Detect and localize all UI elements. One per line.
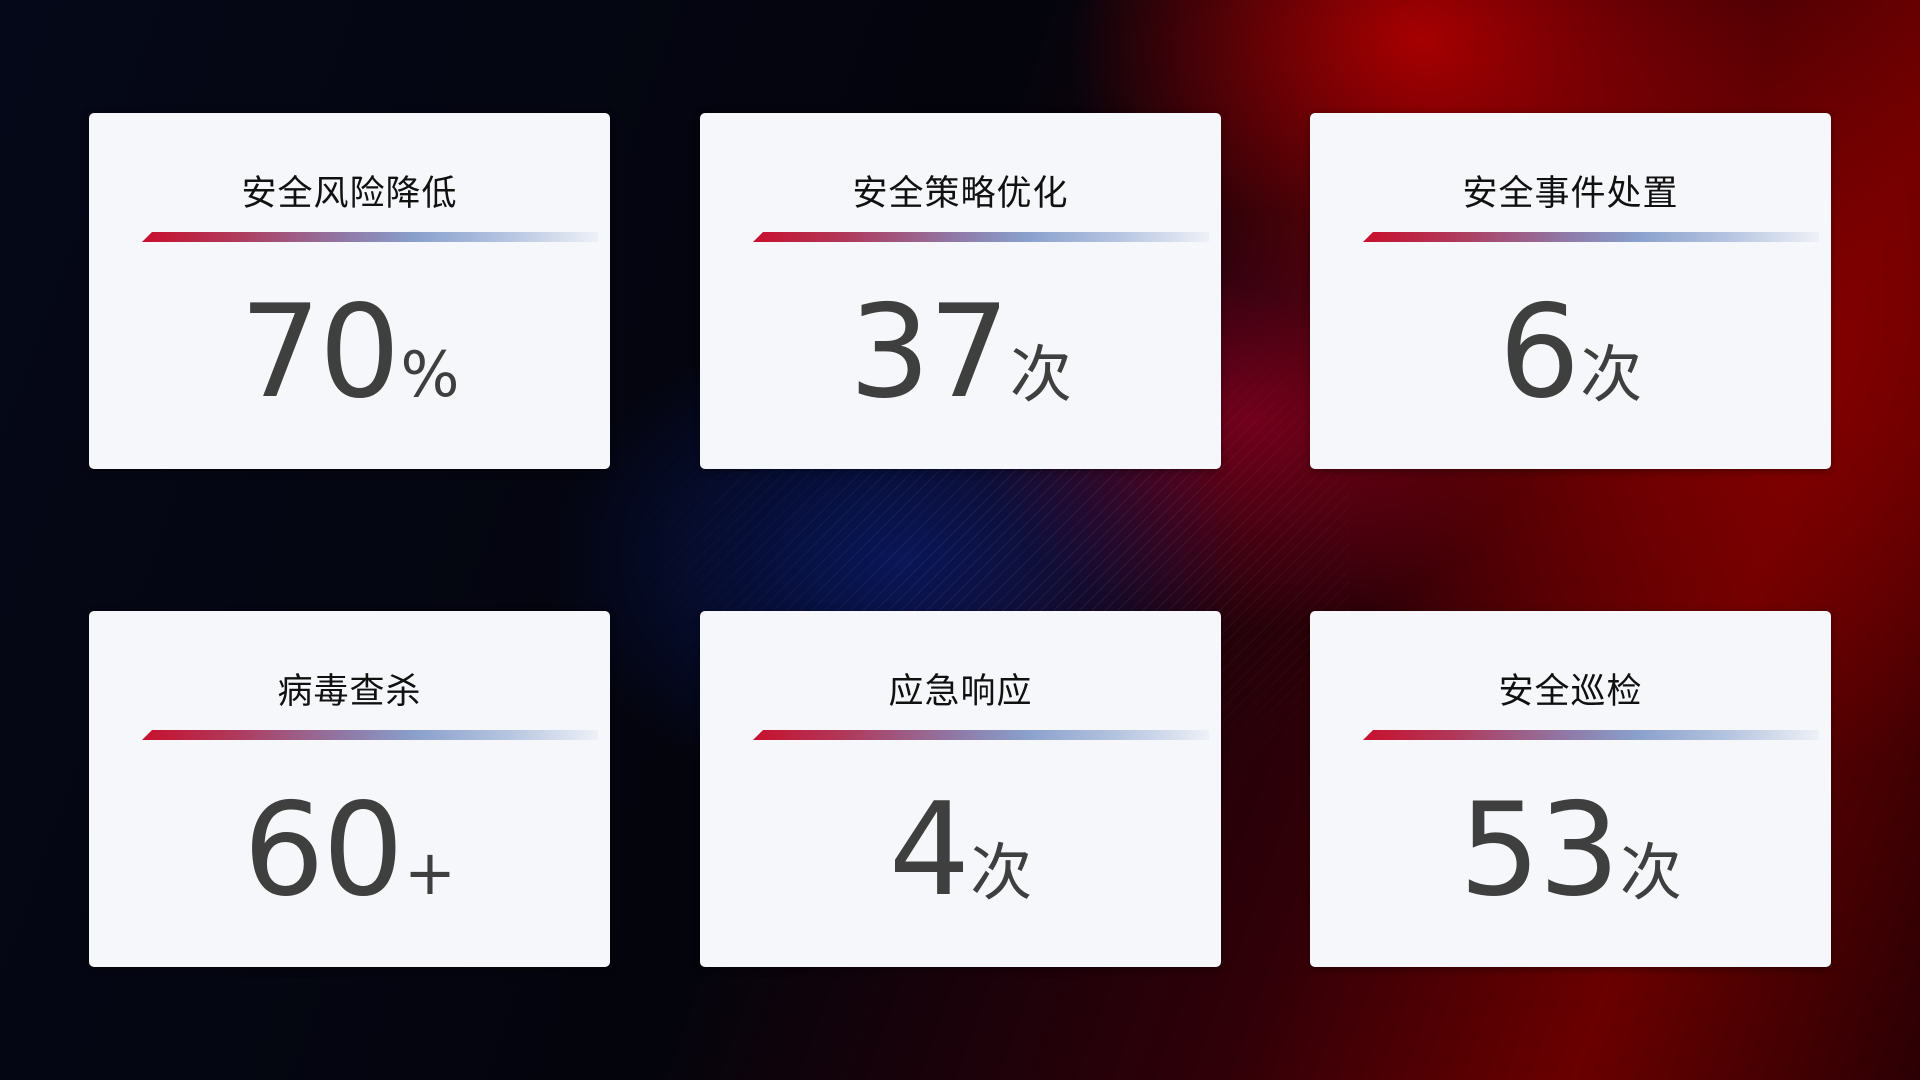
card-value: 37次	[700, 278, 1221, 427]
value-unit: 次	[1580, 338, 1643, 411]
card-value: 6次	[1310, 278, 1831, 427]
stat-card-virus-removal: 病毒查杀 60+	[89, 611, 610, 967]
card-value: 4次	[700, 776, 1221, 925]
gradient-divider	[142, 232, 598, 242]
value-unit: 次	[1619, 836, 1682, 909]
value-number: 60	[243, 776, 404, 925]
card-title: 安全巡检	[1498, 672, 1643, 712]
card-value: 70%	[89, 278, 610, 427]
gradient-divider	[1363, 232, 1819, 242]
gradient-divider	[753, 730, 1209, 740]
card-title: 安全事件处置	[1462, 174, 1679, 214]
stat-card-incident-handling: 安全事件处置 6次	[1310, 113, 1831, 469]
stat-card-risk-reduction: 安全风险降低 70%	[89, 113, 610, 469]
card-title: 安全风险降低	[241, 174, 458, 214]
stat-card-security-inspection: 安全巡检 53次	[1310, 611, 1831, 967]
value-unit: 次	[970, 836, 1033, 909]
value-number: 53	[1459, 776, 1620, 925]
card-title: 应急响应	[888, 672, 1033, 712]
card-value: 60+	[89, 776, 610, 925]
value-unit: +	[403, 836, 456, 909]
gradient-divider	[753, 232, 1209, 242]
card-title: 安全策略优化	[852, 174, 1069, 214]
value-number: 6	[1498, 278, 1580, 427]
value-number: 37	[849, 278, 1010, 427]
gradient-divider	[1363, 730, 1819, 740]
value-number: 4	[888, 776, 970, 925]
stat-card-policy-optimization: 安全策略优化 37次	[700, 113, 1221, 469]
card-title: 病毒查杀	[277, 672, 422, 712]
gradient-divider	[142, 730, 598, 740]
value-number: 70	[239, 278, 401, 427]
card-value: 53次	[1310, 776, 1831, 925]
value-unit: %	[400, 338, 460, 411]
stat-card-emergency-response: 应急响应 4次	[700, 611, 1221, 967]
value-unit: 次	[1009, 338, 1072, 411]
